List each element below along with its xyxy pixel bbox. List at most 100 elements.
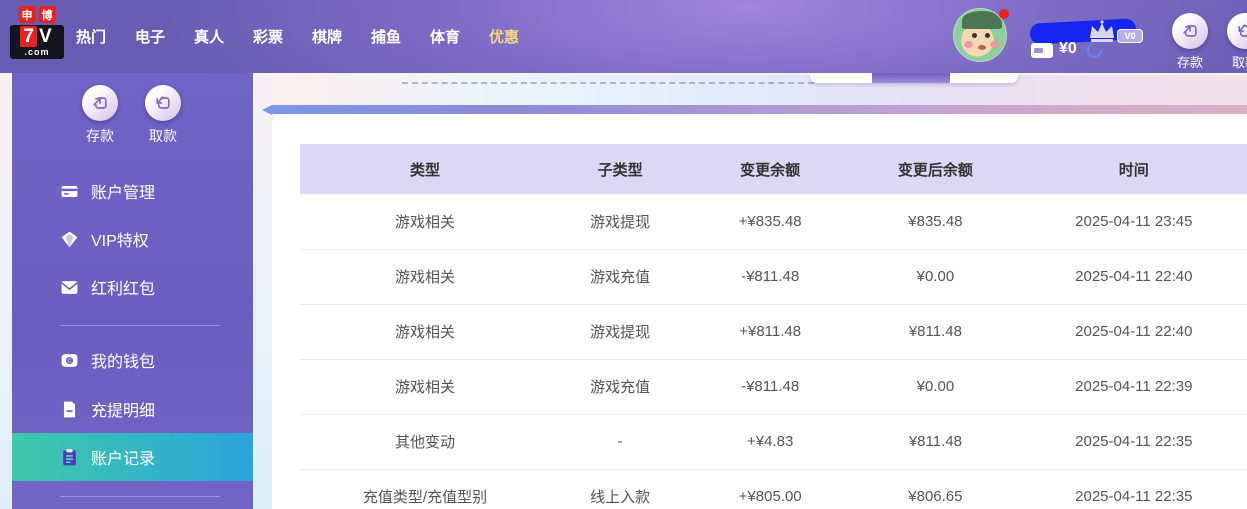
sidebar-item-label: 我的钱包: [91, 354, 156, 371]
cell-change: -¥811.48: [690, 249, 851, 305]
sidebar-item-label: 充提明细: [91, 403, 156, 420]
cell-change: +¥811.48: [690, 304, 851, 360]
avatar-hair: [962, 11, 1002, 29]
header-deposit-button[interactable]: [1172, 13, 1208, 49]
sidebar-withdraw-button[interactable]: [145, 85, 181, 121]
table-row: 游戏相关 游戏充值 -¥811.48 ¥0.00 2025-04-11 22:4…: [300, 249, 1247, 305]
clipboard-icon: [63, 448, 76, 465]
avatar-eye: [972, 33, 977, 38]
nav-item-fishing[interactable]: 捕鱼: [371, 29, 402, 46]
cell-time: 2025-04-11 22:35: [1020, 469, 1247, 509]
cell-after: ¥835.48: [850, 194, 1021, 250]
cell-type: 游戏相关: [300, 249, 550, 305]
brand-char-bo: 博: [38, 6, 56, 23]
nav-item-slots[interactable]: 电子: [135, 29, 166, 46]
dashed-separator: [402, 82, 814, 84]
table-row: 游戏相关 游戏提现 +¥835.48 ¥835.48 2025-04-11 23…: [300, 194, 1247, 250]
active-tab-segment[interactable]: [872, 73, 950, 83]
tab-bar-clipped[interactable]: [810, 73, 1018, 83]
sidebar-withdraw-label[interactable]: 取款: [149, 128, 177, 144]
cell-after: ¥811.48: [850, 414, 1021, 470]
sidebar-divider: [60, 496, 220, 497]
wallet-card-icon: [1031, 43, 1053, 58]
avatar-cheek: [964, 41, 973, 48]
nav-item-promotions[interactable]: 优惠: [489, 29, 520, 46]
avatar-eye: [985, 33, 990, 38]
records-panel: 类型 子类型 变更余额 变更后余额 时间 游戏相关 游戏提现 +¥835.48 …: [272, 114, 1247, 509]
brand-v: V: [38, 26, 52, 47]
notification-dot: [999, 9, 1009, 19]
nav-item-chess[interactable]: 棋牌: [312, 29, 343, 46]
gradient-strip: [272, 105, 1247, 114]
sidebar-item-account-management[interactable]: 账户管理: [12, 167, 253, 215]
brand-char-sheng: 申: [18, 6, 36, 23]
cell-type: 游戏相关: [300, 359, 550, 415]
sidebar-item-label: VIP特权: [91, 233, 149, 250]
sidebar-deposit-button[interactable]: [82, 85, 118, 121]
nav-item-live[interactable]: 真人: [194, 29, 225, 46]
withdraw-arrow-icon: [156, 96, 170, 109]
svg-text:C: C: [68, 358, 72, 364]
cell-time: 2025-04-11 23:45: [1020, 194, 1247, 250]
nav-item-hot[interactable]: 热门: [76, 29, 107, 46]
table-row: 游戏相关 游戏充值 -¥811.48 ¥0.00 2025-04-11 22:3…: [300, 359, 1247, 415]
cell-after: ¥0.00: [850, 359, 1021, 415]
sidebar-item-my-wallet[interactable]: C 我的钱包: [12, 336, 253, 384]
brand-com: .com: [24, 47, 50, 57]
cell-type: 其他变动: [300, 414, 550, 470]
sidebar: 存款 取款 账户管理 VIP特权 红利红包: [12, 73, 253, 509]
table-row: 游戏相关 游戏提现 +¥811.48 ¥811.48 2025-04-11 22…: [300, 304, 1247, 360]
col-header-subtype: 子类型: [550, 144, 691, 194]
document-icon: [63, 401, 76, 417]
avatar-mouth: [978, 45, 986, 50]
cell-time: 2025-04-11 22:35: [1020, 414, 1247, 470]
avatar-cheek: [990, 41, 999, 48]
deposit-arrow-icon: [93, 97, 107, 109]
top-navigation-bar: 申 博 7 V .com 热门 电子 真人 彩票 棋牌 捕鱼 体育 优惠: [0, 0, 1247, 73]
col-header-time: 时间: [1020, 144, 1247, 194]
header-withdraw-button[interactable]: [1227, 13, 1247, 49]
sidebar-item-bonus-redpacket[interactable]: 红利红包: [12, 263, 253, 311]
cell-after: ¥0.00: [850, 249, 1021, 305]
decorative-band: [272, 75, 1247, 105]
card-icon: [61, 185, 78, 197]
cell-subtype: 游戏充值: [550, 359, 691, 415]
nav-item-sports[interactable]: 体育: [430, 29, 461, 46]
cell-time: 2025-04-11 22:40: [1020, 304, 1247, 360]
sidebar-item-label: 红利红包: [91, 281, 156, 298]
table-row: 充值类型/充值型别 线上入款 +¥805.00 ¥806.65 2025-04-…: [300, 469, 1247, 509]
header-deposit-label[interactable]: 存款: [1176, 55, 1203, 70]
nav-item-lottery[interactable]: 彩票: [253, 29, 284, 46]
sidebar-item-deposit-withdraw-details[interactable]: 充提明细: [12, 385, 253, 433]
cell-type: 游戏相关: [300, 194, 550, 250]
wallet-icon: C: [61, 353, 78, 367]
cell-time: 2025-04-11 22:39: [1020, 359, 1247, 415]
sidebar-divider: [60, 325, 220, 326]
col-header-after-balance: 变更后余额: [850, 144, 1021, 194]
cell-subtype: -: [550, 414, 691, 470]
cell-subtype: 游戏提现: [550, 304, 691, 360]
col-header-type: 类型: [300, 144, 550, 194]
cell-type: 游戏相关: [300, 304, 550, 360]
brand-logo[interactable]: 申 博 7 V .com: [10, 6, 64, 59]
brand-7: 7: [20, 26, 37, 47]
sidebar-item-vip-privileges[interactable]: VIP特权: [12, 215, 253, 263]
table-row: 其他变动 - +¥4.83 ¥811.48 2025-04-11 22:35: [300, 414, 1247, 470]
cell-change: +¥4.83: [690, 414, 851, 470]
cell-change: +¥805.00: [690, 469, 851, 509]
cell-after: ¥806.65: [850, 469, 1021, 509]
user-avatar[interactable]: [953, 8, 1007, 62]
strip-notch: [262, 105, 272, 115]
account-records-table: 类型 子类型 变更余额 变更后余额 时间 游戏相关 游戏提现 +¥835.48 …: [300, 144, 1247, 509]
sidebar-item-label: 账户管理: [91, 185, 156, 202]
cell-subtype: 游戏提现: [550, 194, 691, 250]
withdraw-arrow-icon: [1238, 24, 1247, 37]
sidebar-deposit-label[interactable]: 存款: [86, 128, 114, 144]
sidebar-item-account-records[interactable]: 账户记录: [12, 433, 253, 481]
header-withdraw-label[interactable]: 取款: [1231, 55, 1247, 70]
envelope-icon: [61, 280, 78, 294]
vip-level-badge: V0: [1117, 29, 1143, 43]
cell-change: +¥835.48: [690, 194, 851, 250]
cell-subtype: 游戏充值: [550, 249, 691, 305]
vip-crown-icon: [1086, 20, 1118, 49]
